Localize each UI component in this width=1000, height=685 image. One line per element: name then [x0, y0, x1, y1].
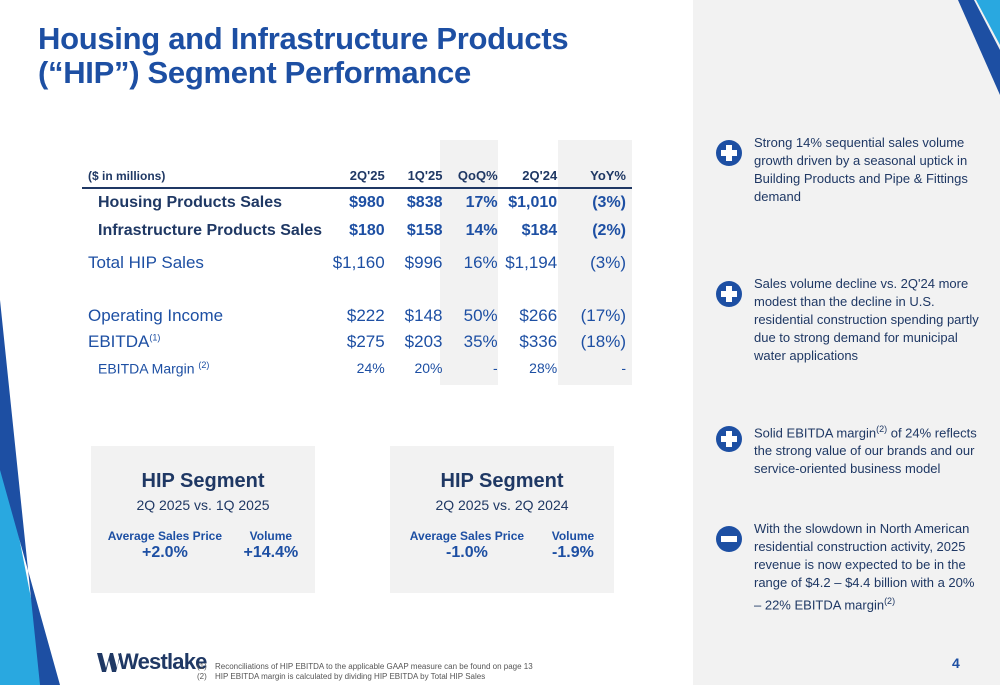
yoy-column-shading: [558, 140, 632, 385]
column-header: QoQ%: [457, 168, 498, 183]
table-cell: 50%: [463, 306, 498, 325]
segment-title: HIP Segment: [141, 470, 265, 492]
segment-box-qoq: HIP Segment 2Q 2025 vs. 1Q 2025 Average …: [91, 446, 315, 593]
table-cell: 14%: [465, 222, 498, 239]
page-title: Housing and Infrastructure Products (“HI…: [38, 22, 638, 90]
table-cell: (18%): [580, 332, 626, 351]
table-cell: $180: [349, 222, 385, 239]
page-number: 4: [952, 655, 960, 671]
financial-table: ($ in millions) 2Q'25 1Q'25 QoQ% 2Q'24 Y…: [82, 140, 632, 381]
metric-label: Average Sales Price: [409, 529, 525, 543]
plus-icon: [716, 140, 742, 166]
table-cell: 35%: [463, 332, 498, 351]
column-header: 2Q'24: [522, 168, 558, 183]
row-label: Housing Products Sales: [98, 194, 283, 211]
table-cell: (3%): [592, 194, 626, 211]
table-cell: $148: [404, 306, 443, 325]
table-cell: (17%): [580, 306, 626, 325]
plus-icon: [716, 281, 742, 307]
row-label: EBITDA Margin (2): [98, 359, 210, 377]
table-header-row: ($ in millions) 2Q'25 1Q'25 QoQ% 2Q'24 Y…: [82, 140, 632, 188]
segment-subtitle: 2Q 2025 vs. 1Q 2025: [136, 497, 270, 513]
table-cell: $1,010: [508, 194, 558, 211]
price-metric: Average Sales Price +2.0%: [108, 529, 222, 562]
table-cell: -: [492, 360, 498, 376]
table-row: Housing Products Sales $980 $838 17% $1,…: [82, 189, 632, 217]
minus-icon: [716, 526, 742, 552]
left-decorative-stripes: [0, 300, 60, 685]
bullet-text: Solid EBITDA margin(2) of 24% reflects t…: [754, 424, 977, 477]
table-row: EBITDA Margin (2) 24% 20% - 28% -: [82, 355, 632, 381]
metric-value: +2.0%: [141, 544, 188, 561]
price-metric: Average Sales Price -1.0%: [410, 529, 524, 562]
table-cell: $222: [346, 306, 385, 325]
column-header: YoY%: [590, 168, 626, 183]
table-cell: $1,160: [332, 253, 385, 272]
table-cell: $184: [521, 222, 558, 239]
right-decorative-stripes: [958, 0, 1000, 95]
footnote: (2) HIP EBITDA margin is calculated by di…: [197, 672, 486, 681]
bullet-text: With the slowdown in North American resi…: [754, 521, 975, 613]
table-cell: -: [621, 360, 626, 376]
financial-table-container: ($ in millions) 2Q'25 1Q'25 QoQ% 2Q'24 Y…: [82, 140, 632, 385]
table-cell: $1,194: [505, 253, 558, 272]
table-cell: $266: [519, 306, 558, 325]
footnotes: (1) Reconciliations of HIP EBITDA to the …: [197, 662, 533, 682]
table-cell: 16%: [463, 253, 498, 272]
metric-value: -1.9%: [552, 544, 594, 561]
segment-title: HIP Segment: [440, 470, 564, 492]
bullet-text: Sales volume decline vs. 2Q'24 more mode…: [754, 276, 979, 363]
metric-value: +14.4%: [243, 544, 299, 561]
footnote-marker: (2): [198, 359, 210, 370]
right-side-panel: [693, 0, 1000, 685]
row-label: Operating Income: [88, 306, 224, 325]
table-cell: 28%: [529, 360, 558, 376]
volume-metric: Volume +14.4%: [244, 529, 299, 562]
footnote-marker: (1): [149, 332, 161, 343]
column-header: 2Q'25: [349, 168, 385, 183]
volume-metric: Volume -1.9%: [552, 529, 594, 562]
column-header: 1Q'25: [407, 168, 443, 183]
row-label: EBITDA(1): [88, 332, 161, 351]
metric-label: Volume: [551, 529, 595, 543]
table-cell: 24%: [356, 360, 385, 376]
metric-label: Volume: [249, 529, 293, 543]
metric-label: Average Sales Price: [107, 529, 223, 543]
plus-icon: [716, 426, 742, 452]
table-cell: 17%: [465, 194, 498, 211]
segment-box-yoy: HIP Segment 2Q 2025 vs. 2Q 2024 Average …: [390, 446, 614, 593]
table-cell: 20%: [414, 360, 443, 376]
table-row: Total HIP Sales $1,160 $996 16% $1,194 (…: [82, 245, 632, 281]
qoq-column-shading: [440, 140, 498, 385]
table-cell: $980: [349, 194, 385, 211]
footnote: (1) Reconciliations of HIP EBITDA to the …: [197, 662, 533, 671]
metric-value: -1.0%: [446, 544, 488, 561]
company-logo-text: Westlake: [118, 649, 207, 674]
units-label: ($ in millions): [88, 169, 166, 183]
table-row: Infrastructure Products Sales $180 $158 …: [82, 217, 632, 245]
title-line-1: Housing and Infrastructure Products: [38, 21, 569, 56]
bullet-text: Strong 14% sequential sales volume growt…: [754, 135, 968, 204]
table-cell: $275: [346, 332, 385, 351]
row-label: Infrastructure Products Sales: [98, 222, 323, 239]
table-cell: (3%): [590, 253, 626, 272]
table-cell: $336: [519, 332, 558, 351]
row-label: Total HIP Sales: [88, 253, 204, 272]
segment-subtitle: 2Q 2025 vs. 2Q 2024: [435, 497, 569, 513]
table-cell: $996: [404, 253, 443, 272]
table-cell: $158: [406, 222, 443, 239]
westlake-logo-mark: [97, 653, 121, 672]
table-row: Operating Income $222 $148 50% $266 (17%…: [82, 303, 632, 329]
table-row: EBITDA(1) $275 $203 35% $336 (18%): [82, 329, 632, 355]
title-line-2: (“HIP”) Segment Performance: [38, 55, 471, 90]
table-cell: $838: [406, 194, 443, 211]
footnote-marker: (2): [884, 596, 896, 606]
table-cell: $203: [404, 332, 443, 351]
footnote-marker: (2): [876, 424, 888, 434]
table-cell: (2%): [592, 222, 626, 239]
